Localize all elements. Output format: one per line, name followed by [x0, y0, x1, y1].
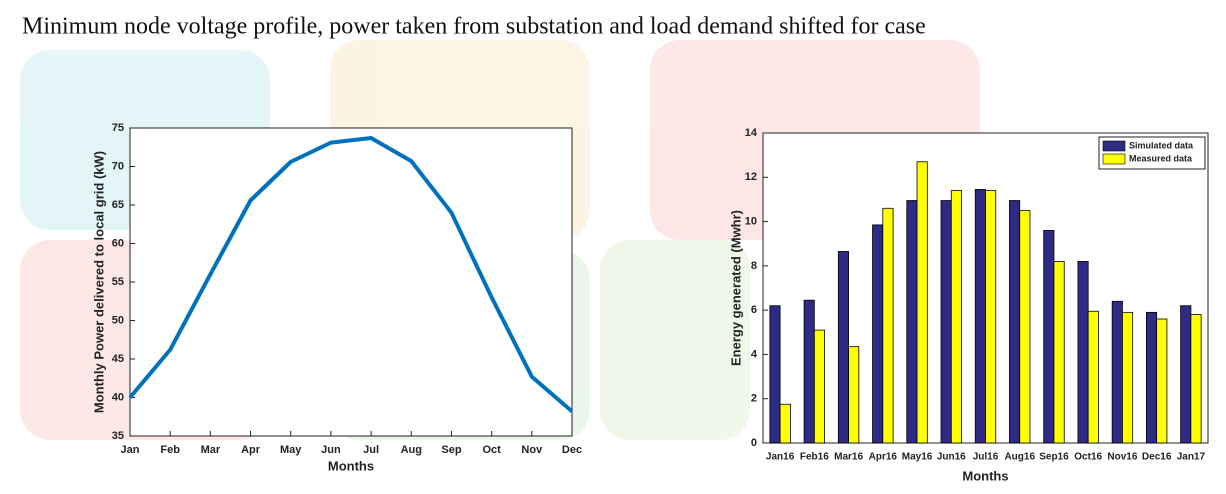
x-tick-label: May [280, 444, 302, 456]
y-tick-label: 8 [751, 260, 757, 272]
x-tick-label: Jan [121, 444, 140, 456]
bar [813, 329, 826, 444]
y-axis-label: Energy generated (Mwhr) [728, 210, 743, 366]
bar [882, 207, 894, 444]
bar [1019, 210, 1031, 444]
x-tick-label: Apr16 [869, 452, 898, 463]
y-tick-label: 40 [112, 391, 124, 403]
bar [848, 346, 860, 444]
x-tick-label: Mar16 [834, 452, 863, 463]
x-tick-label: Dec [562, 444, 582, 456]
bar [1180, 305, 1192, 444]
caption: Minimum node voltage profile, power take… [22, 14, 926, 40]
plot-area [129, 127, 573, 437]
y-tick-label: 60 [112, 237, 124, 249]
bar [803, 299, 815, 444]
x-tick-label: Dec16 [1142, 452, 1172, 463]
x-tick-label: Feb [160, 444, 180, 456]
y-tick-label: 10 [745, 215, 757, 227]
bar [872, 224, 884, 444]
bar [1009, 200, 1021, 444]
bar [906, 200, 918, 444]
x-tick-label: Jan17 [1177, 452, 1206, 463]
y-tick-label: 55 [112, 276, 124, 288]
bar [1043, 230, 1055, 444]
y-tick-label: 6 [751, 304, 757, 316]
x-tick-label: Nov [521, 444, 543, 456]
bar [1145, 311, 1158, 444]
chart: 0 2 4 6 8 10 12 14 Energy generated (Mwhr) Months… [728, 127, 1209, 483]
x-tick-label: Mar [201, 444, 221, 456]
x-tick-label: Apr [241, 444, 261, 456]
bar [940, 200, 952, 444]
bar [769, 305, 781, 444]
y-tick-label: 0 [751, 437, 757, 449]
bar [1111, 300, 1123, 444]
y-tick-label: 35 [112, 430, 124, 442]
bar [837, 251, 849, 444]
y-tick-label: 14 [745, 127, 758, 139]
bar [916, 161, 928, 444]
x-tick-label: Sep [441, 444, 461, 456]
x-tick-label: Jun [321, 444, 341, 456]
bar [974, 189, 986, 444]
bar [779, 403, 791, 444]
x-tick-label: Jan16 [766, 452, 795, 463]
y-tick-label: 50 [112, 314, 124, 326]
x-tick-label: Jun16 [937, 452, 966, 463]
x-tick-label: Oct [482, 444, 501, 456]
bar [1190, 314, 1202, 444]
bar [1077, 261, 1089, 444]
watermark-shape [600, 240, 750, 440]
legend-swatch [1102, 153, 1126, 165]
y-tick-label: 2 [751, 393, 757, 405]
legend-swatch [1102, 140, 1126, 152]
x-tick-label: Nov16 [1107, 452, 1137, 463]
bar [950, 190, 962, 444]
legend-label: Measured data [1129, 153, 1193, 163]
x-tick-label: Aug [401, 444, 422, 456]
bar [985, 190, 997, 444]
x-tick-label: Oct16 [1074, 452, 1102, 463]
x-tick-label: Sep16 [1039, 452, 1069, 463]
y-tick-label: 65 [112, 199, 124, 211]
x-tick-label: Jul16 [973, 452, 999, 463]
bar [1122, 311, 1134, 444]
y-tick-label: 45 [112, 353, 124, 365]
line-series [128, 136, 574, 413]
y-tick-label: 70 [112, 160, 124, 172]
chart: 35 40 45 50 55 60 65 70 75 Monthly Power delivere… [91, 122, 582, 474]
bar [1156, 318, 1168, 444]
y-tick-label: 4 [751, 348, 758, 360]
x-tick-label: Feb16 [800, 452, 829, 463]
bar [1053, 261, 1065, 444]
legend-label: Simulated data [1129, 140, 1194, 150]
y-axis-label: Monthly Power delivered to local grid (k… [91, 151, 106, 413]
bar [1087, 310, 1099, 444]
x-tick-label: May16 [902, 452, 933, 463]
x-tick-label: Aug16 [1004, 452, 1035, 463]
x-axis-label: Months [962, 468, 1008, 483]
y-tick-label: 75 [112, 122, 124, 134]
x-tick-label: Jul [363, 444, 379, 456]
y-tick-label: 12 [745, 171, 757, 183]
x-axis-label: Months [328, 458, 374, 473]
